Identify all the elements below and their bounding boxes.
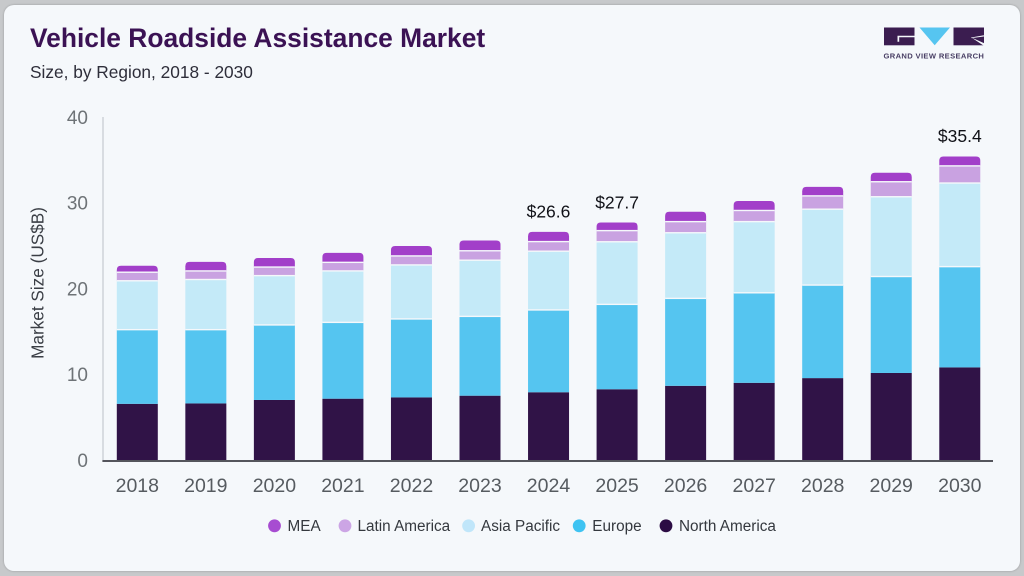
svg-text:2023: 2023 bbox=[458, 475, 501, 497]
svg-text:40: 40 bbox=[67, 108, 88, 129]
svg-text:0: 0 bbox=[77, 451, 88, 472]
svg-text:Market Size (US$B): Market Size (US$B) bbox=[28, 207, 48, 359]
svg-text:2018: 2018 bbox=[116, 475, 159, 497]
svg-text:North America: North America bbox=[679, 518, 776, 535]
svg-text:2019: 2019 bbox=[184, 475, 227, 497]
svg-text:2020: 2020 bbox=[253, 475, 297, 497]
svg-text:2021: 2021 bbox=[321, 475, 364, 497]
svg-text:2028: 2028 bbox=[801, 475, 844, 497]
svg-text:Asia Pacific: Asia Pacific bbox=[481, 518, 560, 535]
svg-text:2027: 2027 bbox=[733, 475, 776, 497]
svg-text:$27.7: $27.7 bbox=[595, 192, 639, 212]
svg-text:2026: 2026 bbox=[664, 475, 707, 497]
svg-text:2030: 2030 bbox=[938, 475, 982, 497]
svg-text:2024: 2024 bbox=[527, 475, 571, 497]
svg-text:10: 10 bbox=[67, 365, 88, 386]
svg-text:20: 20 bbox=[67, 279, 88, 300]
svg-text:MEA: MEA bbox=[288, 518, 322, 535]
svg-text:2029: 2029 bbox=[870, 475, 913, 497]
svg-text:$26.6: $26.6 bbox=[527, 202, 571, 222]
svg-text:$35.4: $35.4 bbox=[938, 126, 982, 146]
svg-text:2025: 2025 bbox=[595, 475, 639, 497]
svg-text:Europe: Europe bbox=[592, 518, 641, 535]
svg-text:2022: 2022 bbox=[390, 475, 433, 497]
svg-text:GRAND VIEW RESEARCH: GRAND VIEW RESEARCH bbox=[884, 51, 985, 60]
svg-text:Latin America: Latin America bbox=[358, 518, 451, 535]
svg-text:30: 30 bbox=[67, 194, 88, 215]
